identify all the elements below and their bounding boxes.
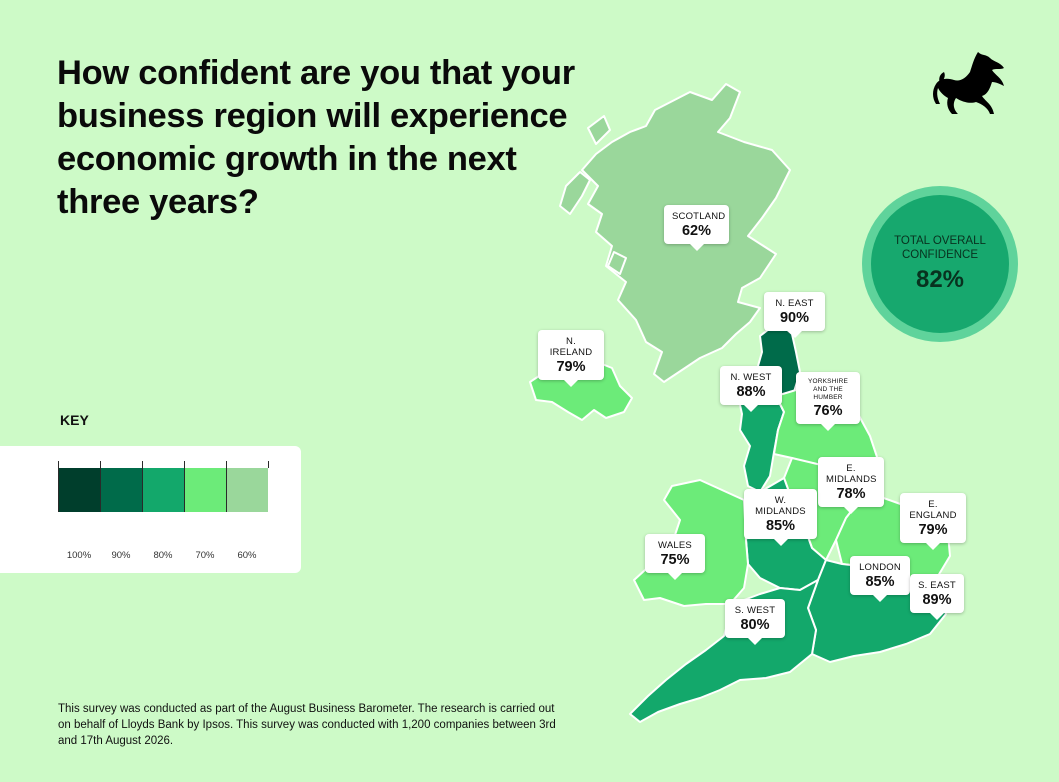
callout-e-england-name: E. ENGLAND bbox=[909, 499, 957, 521]
callout-n-ireland-name: N. IRELAND bbox=[549, 336, 593, 358]
callout-n-ireland[interactable]: N. IRELAND 79% bbox=[538, 330, 604, 387]
callout-s-west-value: 80% bbox=[740, 617, 770, 633]
key-tick bbox=[100, 461, 142, 468]
callout-e-england-value: 79% bbox=[918, 522, 948, 538]
callout-e-midlands-value: 78% bbox=[836, 486, 866, 502]
callout-wales-name: WALES bbox=[658, 540, 692, 551]
key-label-80: 80% bbox=[153, 550, 173, 561]
key-tick bbox=[226, 461, 269, 468]
callout-e-england[interactable]: E. ENGLAND 79% bbox=[900, 493, 966, 550]
callout-wales[interactable]: WALES 75% bbox=[645, 534, 705, 580]
callout-s-east[interactable]: S. EAST 89% bbox=[910, 574, 964, 620]
total-confidence-value: 82% bbox=[915, 266, 965, 293]
key-label-70: 70% bbox=[195, 550, 215, 561]
callout-w-midlands-name: W. MIDLANDS bbox=[755, 495, 806, 517]
callout-yorkshire[interactable]: YORKSHIRE AND THE HUMBER 76% bbox=[796, 372, 860, 431]
callout-n-west[interactable]: N. WEST 88% bbox=[720, 366, 782, 412]
callout-scotland-value: 62% bbox=[681, 223, 712, 239]
callout-scotland[interactable]: SCOTLAND 62% bbox=[664, 205, 729, 251]
callout-s-east-value: 89% bbox=[922, 592, 952, 608]
key-labels: 100% 90% 80% 70% 60% bbox=[58, 550, 268, 561]
callout-n-west-value: 88% bbox=[736, 384, 766, 400]
callout-s-west-name: S. WEST bbox=[734, 605, 776, 616]
page-title: How confident are you that your business… bbox=[57, 54, 575, 221]
total-confidence-inner: TOTAL OVERALL CONFIDENCE 82% bbox=[871, 195, 1009, 333]
key-tick bbox=[142, 461, 184, 468]
survey-footnote: This survey was conducted as part of the… bbox=[58, 703, 556, 747]
key-tick bbox=[58, 461, 100, 468]
callout-w-midlands[interactable]: W. MIDLANDS 85% bbox=[744, 489, 817, 546]
key-swatches bbox=[58, 468, 268, 512]
key-label-90: 90% bbox=[111, 550, 131, 561]
key-swatch-90 bbox=[100, 468, 142, 512]
callout-n-east-name: N. EAST bbox=[775, 298, 814, 309]
total-confidence-label: TOTAL OVERALL CONFIDENCE bbox=[894, 235, 986, 261]
callout-s-west[interactable]: S. WEST 80% bbox=[725, 599, 785, 645]
callout-e-midlands[interactable]: E. MIDLANDS 78% bbox=[818, 457, 884, 514]
key-swatch-60 bbox=[226, 468, 268, 512]
key-swatch-70 bbox=[184, 468, 226, 512]
callout-e-midlands-name: E. MIDLANDS bbox=[826, 463, 877, 485]
callout-yorkshire-name: YORKSHIRE AND THE HUMBER bbox=[807, 378, 849, 401]
total-confidence-badge: TOTAL OVERALL CONFIDENCE 82% bbox=[862, 186, 1018, 342]
key-label-60: 60% bbox=[237, 550, 257, 561]
key-legend: 100% 90% 80% 70% 60% bbox=[0, 446, 301, 573]
black-horse-logo-icon bbox=[933, 52, 1004, 114]
callout-n-west-name: N. WEST bbox=[730, 372, 772, 383]
key-ticks bbox=[58, 461, 269, 468]
callout-london-value: 85% bbox=[865, 574, 895, 590]
key-title: KEY bbox=[60, 412, 89, 428]
callout-london-name: LONDON bbox=[859, 562, 901, 573]
callout-london[interactable]: LONDON 85% bbox=[850, 556, 910, 602]
callout-n-ireland-value: 79% bbox=[556, 359, 586, 375]
callout-w-midlands-value: 85% bbox=[765, 518, 796, 534]
callout-yorkshire-value: 76% bbox=[813, 403, 843, 419]
key-swatch-80 bbox=[142, 468, 184, 512]
callout-n-east[interactable]: N. EAST 90% bbox=[764, 292, 825, 338]
callout-wales-value: 75% bbox=[660, 552, 690, 568]
callout-s-east-name: S. EAST bbox=[918, 580, 956, 591]
key-label-100: 100% bbox=[66, 550, 92, 561]
key-swatch-100 bbox=[58, 468, 100, 512]
callout-n-east-value: 90% bbox=[779, 310, 810, 326]
callout-scotland-name: SCOTLAND bbox=[672, 211, 726, 222]
key-tick bbox=[184, 461, 226, 468]
region-scotland-isles bbox=[559, 115, 627, 275]
